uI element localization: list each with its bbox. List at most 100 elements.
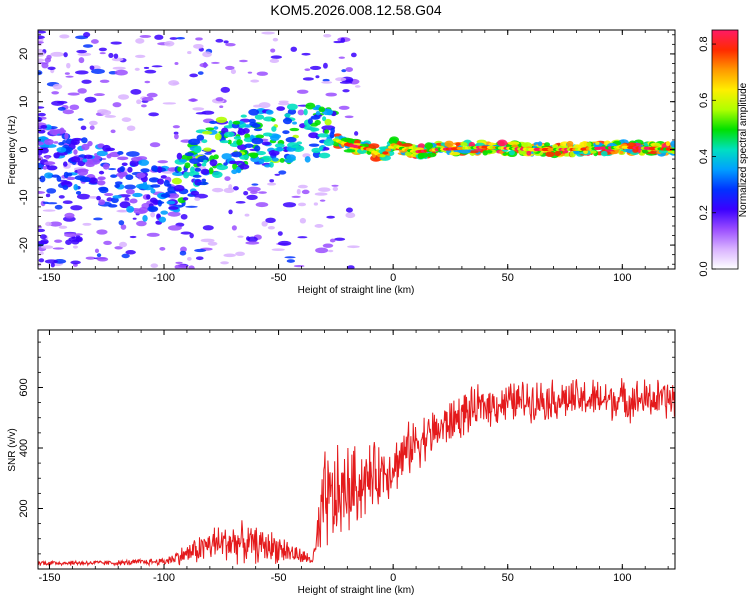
spectrogram-ridge-blob bbox=[129, 160, 140, 167]
spectrogram-noise-blob bbox=[77, 118, 84, 121]
spectrogram-ridge-blob bbox=[167, 193, 180, 199]
spectrogram-ridge-blob bbox=[424, 142, 433, 150]
spectrogram-ridge-blob bbox=[173, 184, 185, 192]
spectrogram-noise-blob bbox=[297, 202, 307, 207]
snr-x-label: Height of straight line (km) bbox=[298, 585, 415, 596]
spectrogram-ridge-blob bbox=[507, 141, 520, 146]
spectrogram-noise-blob bbox=[314, 192, 328, 196]
spectrogram-noise-blob bbox=[204, 152, 212, 155]
spectrogram-noise-blob bbox=[215, 38, 224, 43]
spectrogram-ridge-blob bbox=[282, 117, 293, 125]
spectrogram-ridge-blob bbox=[573, 150, 580, 155]
spectrogram-noise-blob bbox=[135, 38, 145, 44]
spectrogram-ridge-blob bbox=[286, 103, 298, 111]
spectrogram-noise-blob bbox=[313, 202, 319, 206]
spectrogram-noise-blob bbox=[319, 199, 326, 202]
spectrogram-ridge-blob bbox=[43, 138, 54, 146]
spectrogram-noise-blob bbox=[270, 55, 283, 59]
spectrogram-noise-blob bbox=[96, 229, 108, 235]
spectrogram-noise-blob bbox=[88, 196, 99, 199]
spectrogram-ridge-blob bbox=[228, 120, 233, 128]
spectrogram-noise-blob bbox=[323, 62, 328, 69]
spectrogram-noise-blob bbox=[65, 75, 74, 78]
snr-x-tick-label: -100 bbox=[153, 572, 175, 584]
spectrogram-noise-blob bbox=[82, 44, 94, 48]
spectrogram-noise-blob bbox=[315, 247, 329, 254]
spectrogram-ridge-blob bbox=[303, 108, 308, 116]
spectrogram-heatmap bbox=[38, 30, 675, 269]
spectrogram-noise-blob bbox=[53, 141, 59, 144]
spectrogram-noise-blob bbox=[247, 186, 261, 192]
colorbar-fill bbox=[712, 30, 738, 269]
spectrogram-ridge-blob bbox=[318, 152, 331, 159]
spectrogram-ridge-blob bbox=[110, 197, 119, 204]
spectrogram-noise-blob bbox=[108, 52, 114, 58]
spectrogram-ridge-blob bbox=[148, 177, 160, 183]
spectrogram-noise-blob bbox=[120, 224, 127, 230]
spectrogram-noise-blob bbox=[192, 107, 205, 111]
spectrogram-ridge-blob bbox=[184, 152, 194, 157]
spectrogram-noise-blob bbox=[345, 212, 356, 219]
spectrogram-noise-blob bbox=[150, 263, 159, 268]
spectrogram-noise-blob bbox=[85, 256, 96, 260]
spectrogram-noise-blob bbox=[48, 221, 62, 227]
spectrogram-ridge-blob bbox=[150, 188, 156, 194]
spectrogram-ridge-blob bbox=[232, 163, 238, 170]
spectrogram-noise-blob bbox=[51, 91, 60, 95]
spectrogram-noise-blob bbox=[112, 66, 126, 70]
spectrogram-y-tick-label: -20 bbox=[18, 237, 30, 253]
spectrogram-noise-blob bbox=[277, 240, 292, 246]
spectrogram-ridge-blob bbox=[177, 166, 182, 172]
spectrogram-ridge-blob bbox=[449, 151, 461, 156]
spectrogram-noise-blob bbox=[331, 184, 339, 187]
spectrogram-ridge-blob bbox=[209, 120, 218, 124]
spectrogram-noise-blob bbox=[323, 34, 332, 38]
spectrogram-noise-blob bbox=[44, 259, 59, 264]
spectrogram-noise-blob bbox=[76, 49, 88, 54]
spectrogram-noise-blob bbox=[146, 92, 158, 98]
spectrogram-noise-blob bbox=[297, 184, 308, 189]
spectrogram-noise-blob bbox=[100, 110, 112, 116]
spectrogram-noise-blob bbox=[195, 112, 207, 115]
spectrogram-noise-blob bbox=[38, 258, 45, 263]
spectrogram-ridge-blob bbox=[81, 143, 90, 151]
spectrogram-ridge-blob bbox=[75, 190, 82, 195]
spectrogram-noise-blob bbox=[62, 109, 75, 115]
spectrogram-ridge-blob bbox=[258, 158, 265, 164]
spectrogram-ridge-blob bbox=[201, 162, 207, 167]
spectrogram-noise-blob bbox=[144, 69, 157, 74]
spectrogram-ridge-blob bbox=[244, 143, 254, 148]
spectrogram-ridge-blob bbox=[87, 140, 93, 147]
spectrogram-ridge-blob bbox=[455, 142, 461, 146]
spectrogram-ridge-blob bbox=[216, 164, 229, 171]
spectrogram-ridge-blob bbox=[104, 192, 114, 197]
spectrogram-ridge-blob bbox=[583, 149, 588, 155]
spectrogram-noise-blob bbox=[110, 41, 122, 45]
spectrogram-noise-blob bbox=[335, 77, 347, 82]
spectrogram-noise-blob bbox=[174, 61, 179, 66]
spectrogram-ridge-blob bbox=[88, 158, 101, 165]
spectrogram-ridge-blob bbox=[126, 205, 135, 213]
spectrogram-ridge-blob bbox=[231, 151, 243, 158]
spectrogram-ridge-blob bbox=[96, 150, 108, 157]
spectrogram-noise-blob bbox=[309, 65, 322, 70]
spectrogram-noise-blob bbox=[342, 89, 350, 93]
spectrogram-noise-blob bbox=[179, 250, 187, 256]
spectrogram-noise-blob bbox=[232, 186, 239, 191]
spectrogram-ridge-blob bbox=[308, 132, 319, 139]
spectrogram-noise-blob bbox=[278, 170, 287, 175]
spectrogram-noise-blob bbox=[38, 112, 46, 117]
spectrogram-noise-blob bbox=[176, 36, 186, 40]
spectrogram-noise-blob bbox=[189, 232, 194, 239]
spectrogram-noise-blob bbox=[143, 66, 150, 70]
spectrogram-noise-blob bbox=[164, 40, 175, 47]
spectrogram-noise-blob bbox=[282, 202, 297, 208]
spectrogram-noise-blob bbox=[84, 96, 97, 103]
spectrogram-noise-blob bbox=[46, 188, 57, 194]
spectrogram-noise-blob bbox=[230, 69, 237, 75]
spectrogram-noise-blob bbox=[52, 247, 65, 250]
spectrogram-noise-blob bbox=[136, 99, 142, 105]
spectrogram-noise-blob bbox=[114, 246, 123, 250]
spectrogram-ridge-blob bbox=[73, 184, 79, 191]
